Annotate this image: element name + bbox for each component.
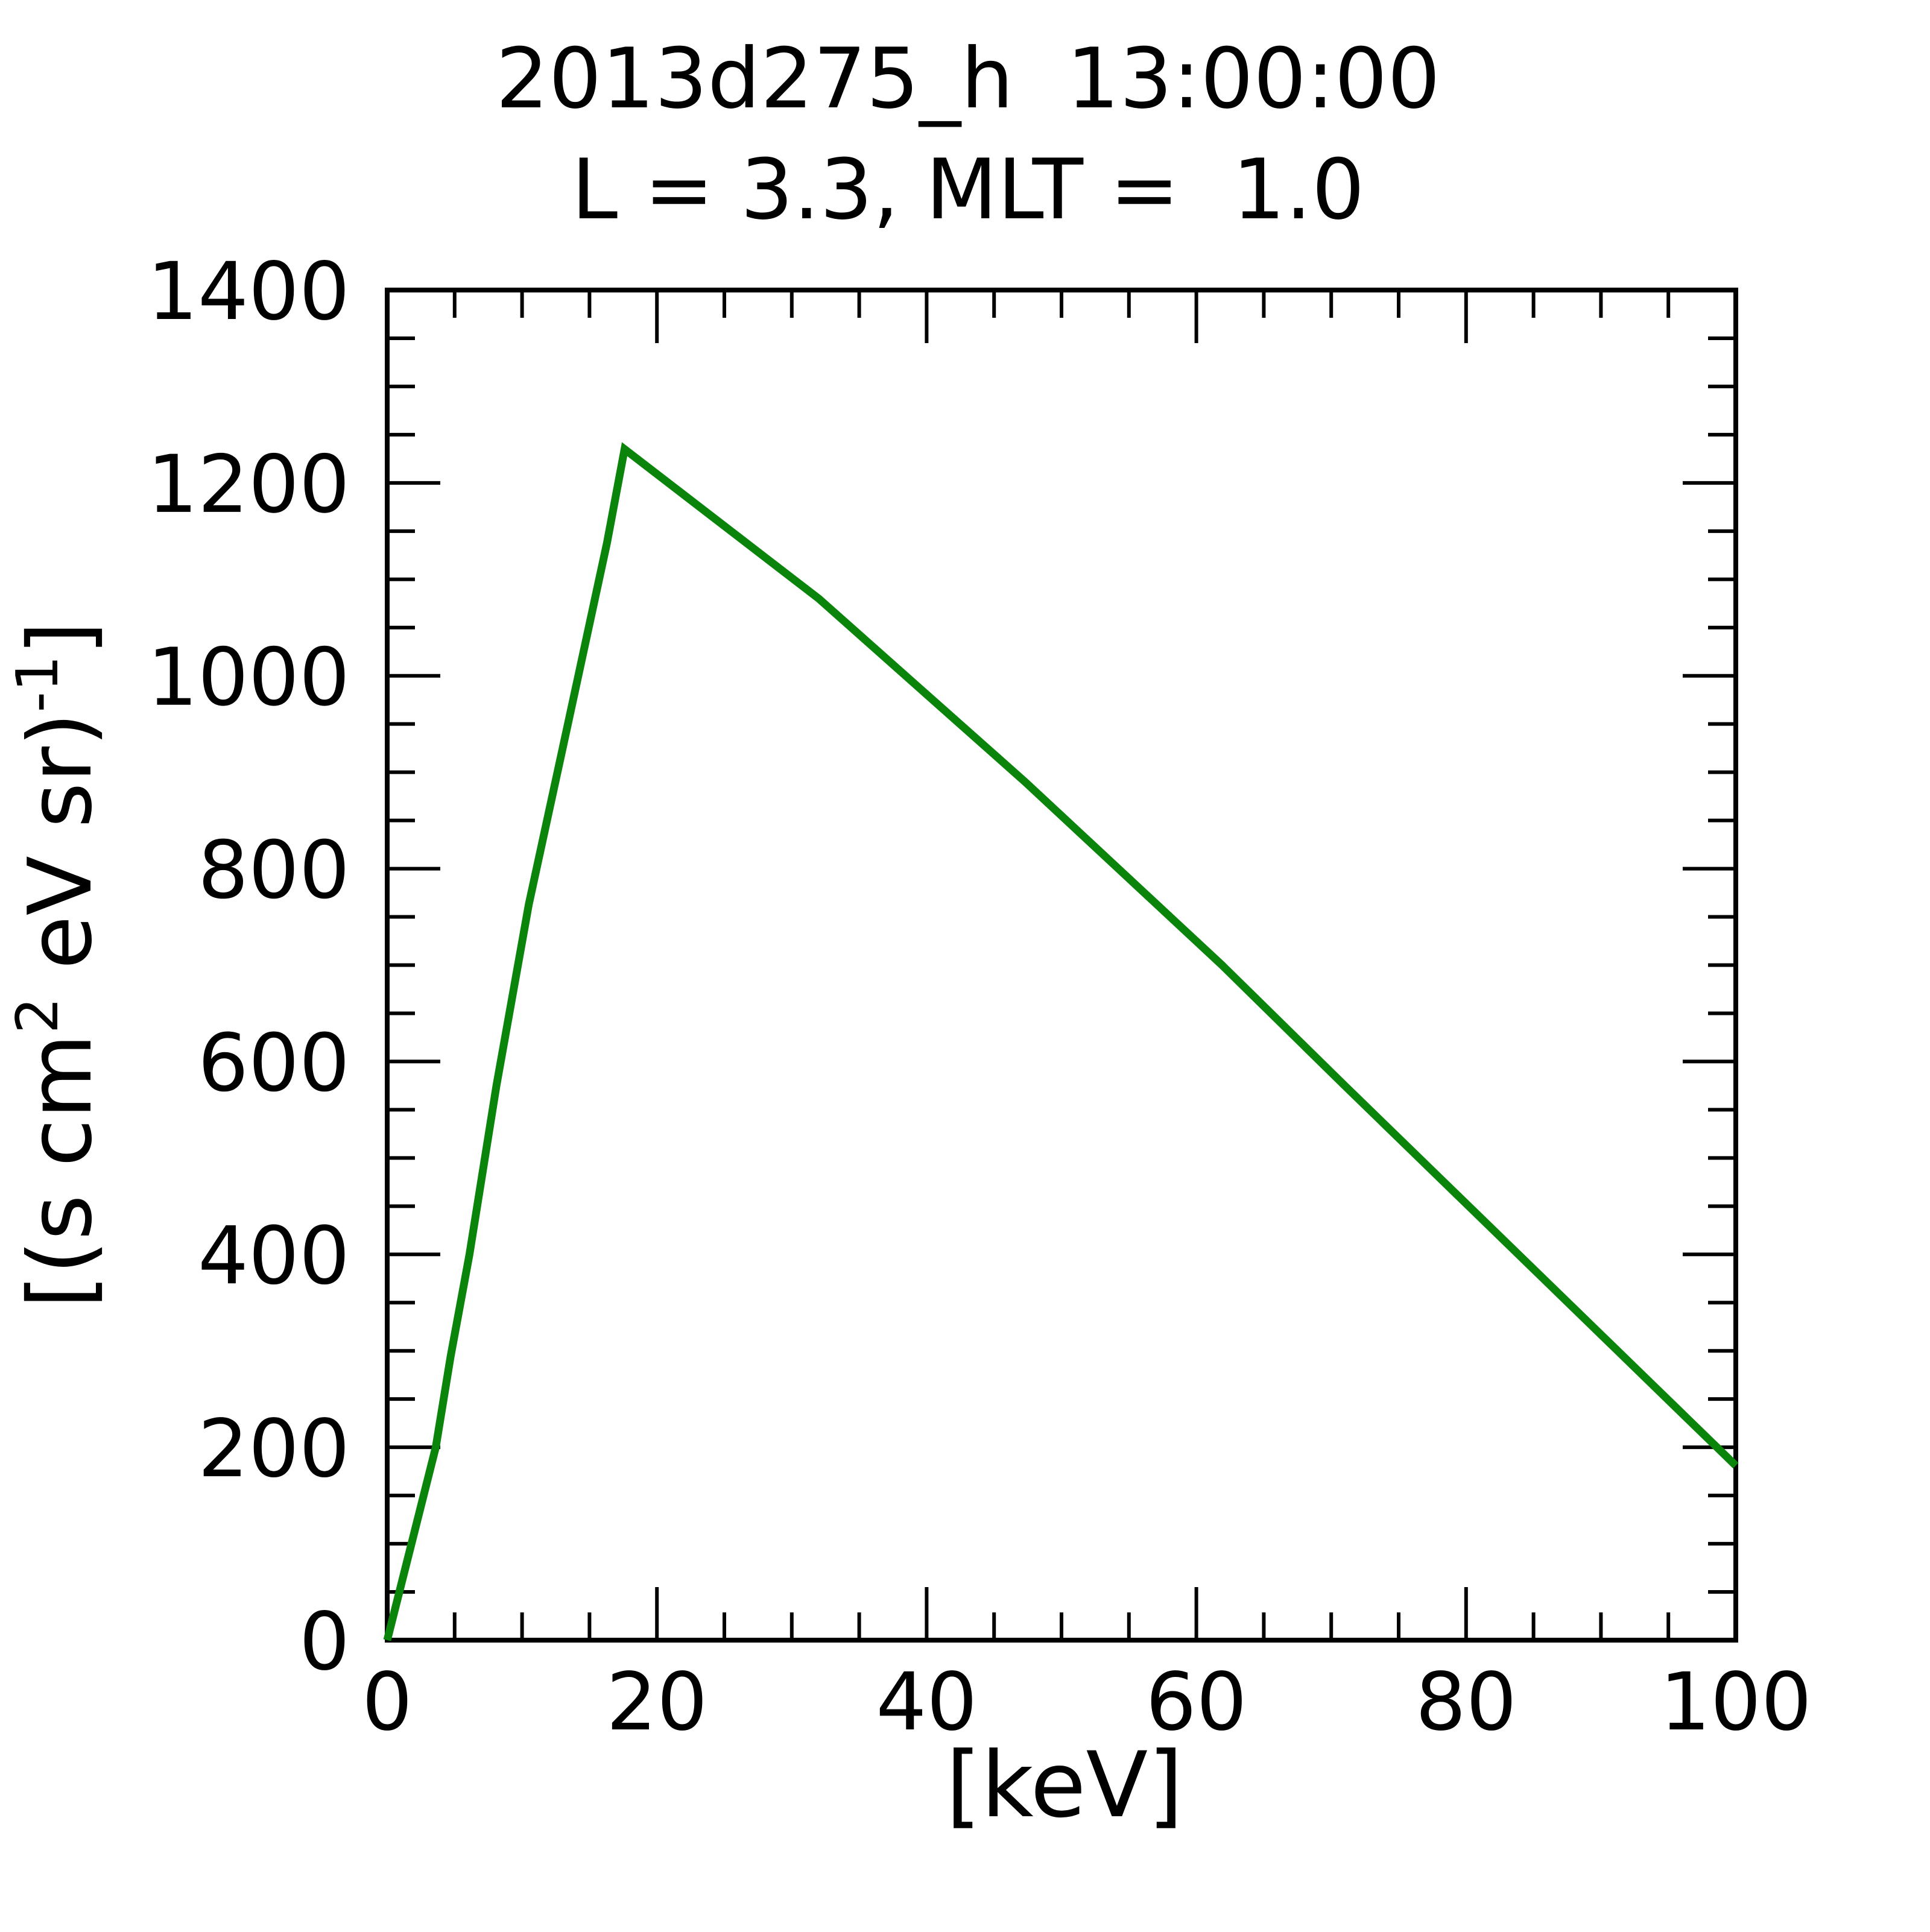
flux-line [383, 442, 1739, 1641]
y-axis-label: [(s cm2 eV sr)-1] [5, 621, 112, 1309]
y-tick-label: 0 [299, 1596, 350, 1688]
plot-frame [385, 288, 1738, 1643]
x-tick-label: 20 [606, 1656, 707, 1749]
x-axis-tick-labels: 0 20 40 60 80 100 [362, 1656, 1812, 1749]
x-tick-label: 0 [362, 1656, 413, 1749]
x-tick-label: 40 [876, 1656, 977, 1749]
y-tick-label: 400 [198, 1210, 350, 1302]
y-tick-label: 1000 [147, 631, 350, 724]
x-tick-label: 100 [1660, 1656, 1812, 1749]
y-axis-ticks [387, 288, 1736, 1642]
chart-title-line2: L = 3.3, MLT = 1.0 [571, 141, 1364, 238]
y-tick-label: 1400 [147, 245, 350, 338]
y-tick-label: 1200 [147, 438, 350, 531]
y-axis-tick-labels: 0 200 400 600 800 1000 1200 1400 [147, 245, 350, 1688]
x-tick-label: 80 [1416, 1656, 1517, 1749]
y-tick-label: 800 [198, 824, 350, 917]
y-tick-label: 200 [198, 1403, 350, 1495]
chart-title-line1: 2013d275_h 13:00:00 [496, 30, 1440, 127]
x-tick-label: 60 [1146, 1656, 1247, 1749]
x-axis-label: [keV] [946, 1733, 1183, 1838]
series-group [383, 442, 1739, 1641]
x-axis-ticks [385, 290, 1738, 1640]
y-tick-label: 600 [198, 1017, 350, 1110]
